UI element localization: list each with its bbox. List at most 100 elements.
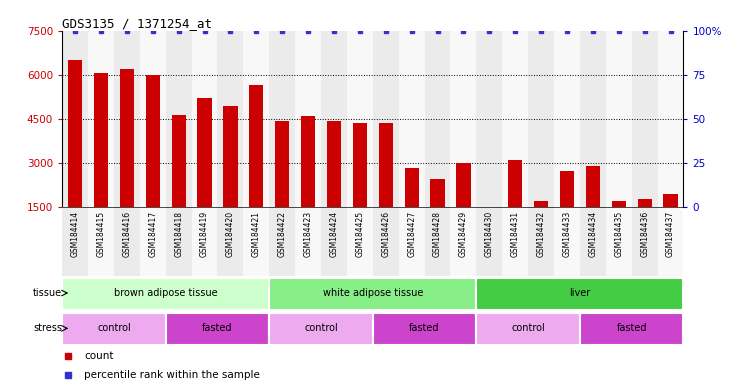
Bar bbox=[477, 31, 502, 207]
Text: fasted: fasted bbox=[616, 323, 647, 333]
Bar bbox=[321, 31, 347, 207]
Bar bbox=[347, 31, 373, 207]
Text: fasted: fasted bbox=[409, 323, 440, 333]
Bar bbox=[62, 31, 88, 207]
Text: tissue: tissue bbox=[33, 288, 62, 298]
Bar bbox=[606, 207, 632, 276]
Bar bbox=[477, 207, 502, 276]
Text: GSM184429: GSM184429 bbox=[459, 211, 468, 257]
Bar bbox=[632, 31, 658, 207]
Text: GSM184433: GSM184433 bbox=[562, 211, 572, 257]
Bar bbox=[450, 31, 477, 207]
Text: GSM184428: GSM184428 bbox=[433, 211, 442, 257]
Bar bbox=[534, 202, 548, 207]
Bar bbox=[295, 31, 321, 207]
Text: control: control bbox=[97, 323, 131, 333]
Bar bbox=[586, 166, 600, 207]
Bar bbox=[269, 278, 477, 310]
Bar bbox=[404, 168, 419, 207]
Text: GSM184426: GSM184426 bbox=[382, 211, 390, 257]
Bar bbox=[249, 85, 263, 207]
Bar bbox=[373, 31, 398, 207]
Text: GSM184420: GSM184420 bbox=[226, 211, 235, 257]
Bar bbox=[431, 179, 444, 207]
Bar bbox=[398, 207, 425, 276]
Bar bbox=[269, 31, 295, 207]
Text: GSM184425: GSM184425 bbox=[355, 211, 364, 257]
Bar bbox=[637, 199, 652, 207]
Bar bbox=[664, 194, 678, 207]
Bar bbox=[379, 124, 393, 207]
Bar bbox=[528, 31, 554, 207]
Bar bbox=[275, 121, 289, 207]
Text: GSM184414: GSM184414 bbox=[71, 211, 80, 257]
Text: stress: stress bbox=[33, 323, 62, 333]
Text: GSM184418: GSM184418 bbox=[174, 211, 183, 257]
Text: GSM184432: GSM184432 bbox=[537, 211, 545, 257]
Text: GSM184422: GSM184422 bbox=[278, 211, 287, 257]
Bar bbox=[580, 31, 606, 207]
Text: GSM184434: GSM184434 bbox=[588, 211, 597, 257]
Bar bbox=[88, 31, 114, 207]
Text: GSM184431: GSM184431 bbox=[511, 211, 520, 257]
Bar bbox=[62, 278, 269, 310]
Text: GSM184436: GSM184436 bbox=[640, 211, 649, 257]
Text: percentile rank within the sample: percentile rank within the sample bbox=[84, 370, 260, 380]
Text: GSM184424: GSM184424 bbox=[330, 211, 338, 257]
Bar bbox=[140, 31, 166, 207]
Text: GSM184435: GSM184435 bbox=[614, 211, 624, 257]
Bar bbox=[373, 207, 398, 276]
Bar bbox=[269, 313, 373, 345]
Bar bbox=[612, 202, 626, 207]
Bar bbox=[166, 313, 269, 345]
Bar bbox=[218, 31, 243, 207]
Text: fasted: fasted bbox=[202, 323, 232, 333]
Text: GSM184430: GSM184430 bbox=[485, 211, 494, 257]
Bar bbox=[301, 116, 315, 207]
Bar bbox=[554, 207, 580, 276]
Text: GSM184419: GSM184419 bbox=[200, 211, 209, 257]
Text: GSM184427: GSM184427 bbox=[407, 211, 416, 257]
Bar bbox=[658, 31, 683, 207]
Bar bbox=[580, 313, 683, 345]
Bar bbox=[606, 31, 632, 207]
Bar bbox=[580, 207, 606, 276]
Text: GSM184416: GSM184416 bbox=[122, 211, 132, 257]
Bar bbox=[450, 207, 477, 276]
Text: control: control bbox=[304, 323, 338, 333]
Text: liver: liver bbox=[569, 288, 591, 298]
Text: brown adipose tissue: brown adipose tissue bbox=[114, 288, 218, 298]
Bar bbox=[477, 313, 580, 345]
Bar bbox=[243, 207, 269, 276]
Bar bbox=[554, 31, 580, 207]
Bar bbox=[632, 207, 658, 276]
Bar bbox=[502, 31, 528, 207]
Bar bbox=[373, 313, 477, 345]
Bar bbox=[243, 31, 269, 207]
Bar bbox=[62, 207, 88, 276]
Bar bbox=[197, 98, 212, 207]
Text: GDS3135 / 1371254_at: GDS3135 / 1371254_at bbox=[62, 17, 212, 30]
Text: GSM184421: GSM184421 bbox=[251, 211, 261, 257]
Bar bbox=[456, 163, 471, 207]
Bar bbox=[114, 207, 140, 276]
Bar bbox=[145, 75, 160, 207]
Bar bbox=[166, 31, 192, 207]
Bar bbox=[560, 170, 574, 207]
Bar bbox=[398, 31, 425, 207]
Bar bbox=[94, 73, 108, 207]
Bar bbox=[172, 115, 186, 207]
Bar bbox=[114, 31, 140, 207]
Bar bbox=[192, 31, 218, 207]
Bar bbox=[425, 207, 450, 276]
Bar bbox=[502, 207, 528, 276]
Bar bbox=[321, 207, 347, 276]
Text: GSM184437: GSM184437 bbox=[666, 211, 675, 257]
Text: GSM184415: GSM184415 bbox=[96, 211, 105, 257]
Bar bbox=[62, 313, 166, 345]
Bar bbox=[223, 106, 238, 207]
Bar bbox=[528, 207, 554, 276]
Bar bbox=[327, 121, 341, 207]
Bar bbox=[347, 207, 373, 276]
Bar bbox=[658, 207, 683, 276]
